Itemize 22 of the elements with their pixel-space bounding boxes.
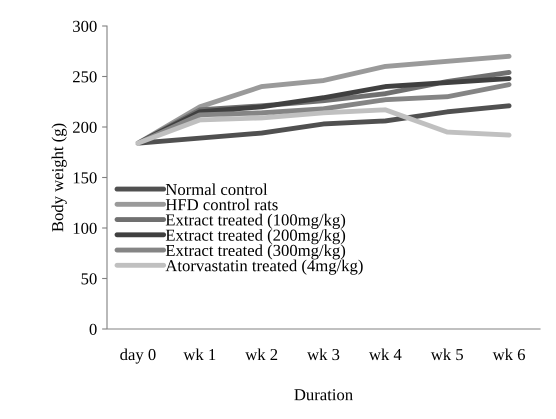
x-tick-label: wk 5 [430,348,463,360]
y-tick-label: 150 [74,172,97,184]
legend-label: HFD control rats [166,198,278,210]
y-tick-label: 250 [73,71,97,82]
x-tick-label: wk 6 [492,348,526,360]
x-tick-label: wk 4 [368,348,402,360]
legend-label: Extract treated (100mg/kg) [166,214,346,229]
legend-label: Normal control [166,183,268,196]
y-tick-label: 0 [90,324,97,335]
x-tick-label: wk 3 [307,348,340,360]
legend-label: Extract treated (300mg/kg) [166,244,346,260]
y-tick-label: 50 [82,273,97,284]
y-tick-label: 300 [73,20,97,32]
x-tick-label: wk 1 [183,348,216,360]
legend-label: Atorvastatin treated (4mg/kg) [165,260,363,275]
x-axis-title: Duration [294,389,353,400]
legend-label: Extract treated (200mg/kg) [166,229,346,244]
y-axis-title: Body weight (g) [52,124,67,232]
y-tick-label: 200 [73,122,97,133]
y-tick-label: 100 [74,222,97,234]
x-tick-label: day 0 [120,348,156,364]
x-tick-label: wk 2 [245,348,278,360]
